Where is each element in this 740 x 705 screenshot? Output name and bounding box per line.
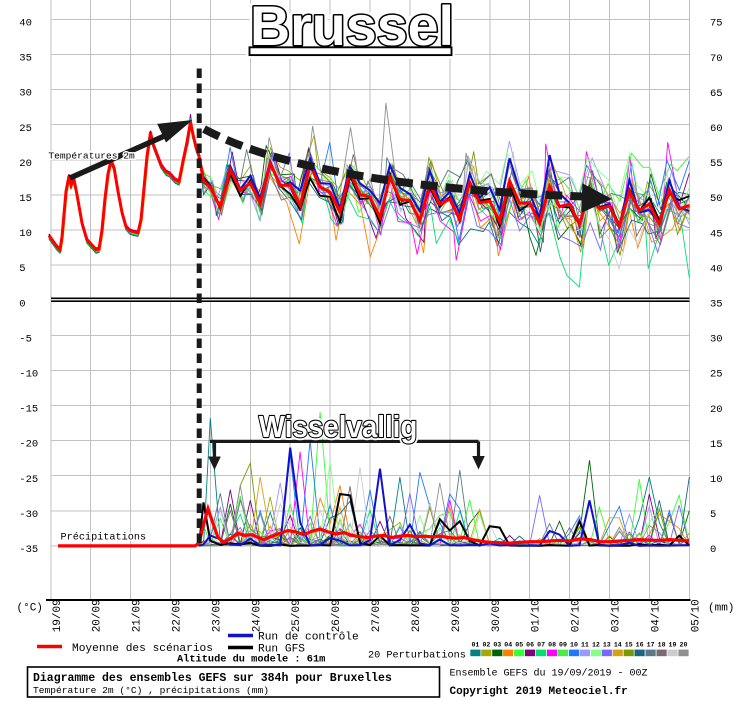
svg-text:07: 07 [537, 642, 545, 649]
svg-text:25: 25 [710, 369, 723, 381]
svg-text:Températures 2m: Températures 2m [48, 151, 135, 162]
svg-text:-10: -10 [19, 369, 38, 381]
svg-text:04: 04 [504, 642, 512, 649]
svg-text:(mm): (mm) [708, 603, 734, 615]
svg-text:Ensemble GEFS du 19/09/2019 -: Ensemble GEFS du 19/09/2019 - 00Z [450, 668, 648, 680]
svg-text:08: 08 [548, 642, 556, 649]
svg-text:19: 19 [669, 642, 677, 649]
svg-text:09: 09 [559, 642, 567, 649]
svg-text:Moyenne des scénarios: Moyenne des scénarios [72, 643, 213, 655]
svg-text:-15: -15 [19, 404, 38, 416]
svg-text:01: 01 [471, 642, 479, 649]
svg-text:Wisselvallig: Wisselvallig [259, 409, 418, 444]
svg-text:60: 60 [710, 123, 723, 135]
svg-text:40: 40 [710, 263, 723, 275]
svg-text:10: 10 [19, 228, 32, 240]
svg-text:-20: -20 [19, 439, 38, 451]
svg-text:15: 15 [710, 439, 723, 451]
svg-text:06: 06 [526, 642, 534, 649]
svg-text:10: 10 [570, 642, 578, 649]
svg-text:23/09: 23/09 [211, 599, 223, 632]
svg-text:35: 35 [710, 299, 723, 311]
svg-text:Précipitations: Précipitations [61, 532, 147, 544]
svg-text:40: 40 [19, 18, 32, 30]
svg-text:21/09: 21/09 [132, 599, 144, 632]
svg-text:-5: -5 [19, 333, 32, 345]
svg-text:05/10: 05/10 [690, 599, 702, 632]
svg-text:20: 20 [19, 158, 32, 170]
svg-text:Altitude du modele : 61m: Altitude du modele : 61m [177, 654, 325, 666]
svg-text:35: 35 [19, 53, 32, 65]
svg-text:05: 05 [515, 642, 523, 649]
svg-text:(°C): (°C) [17, 603, 43, 615]
svg-text:Copyright 2019 Meteociel.fr: Copyright 2019 Meteociel.fr [450, 686, 628, 698]
svg-text:30: 30 [710, 334, 723, 346]
svg-text:-25: -25 [19, 474, 38, 486]
svg-text:55: 55 [710, 158, 723, 170]
svg-text:02/10: 02/10 [571, 599, 583, 632]
svg-text:11: 11 [581, 642, 589, 649]
svg-text:04/10: 04/10 [650, 599, 662, 632]
svg-text:-35: -35 [19, 544, 38, 556]
svg-text:29/09: 29/09 [451, 599, 463, 632]
svg-text:75: 75 [710, 18, 723, 30]
svg-text:Run GFS: Run GFS [258, 644, 305, 656]
svg-text:Run de contrôle: Run de contrôle [258, 632, 359, 644]
svg-text:20: 20 [680, 642, 688, 649]
svg-text:28/09: 28/09 [411, 599, 423, 632]
svg-text:19/09: 19/09 [52, 599, 64, 632]
svg-text:Diagramme des ensembles GEFS s: Diagramme des ensembles GEFS sur 384h po… [33, 672, 392, 685]
svg-text:02: 02 [482, 642, 490, 649]
svg-text:5: 5 [19, 263, 25, 275]
svg-text:24/09: 24/09 [251, 599, 263, 632]
svg-text:26/09: 26/09 [331, 599, 343, 632]
svg-text:10: 10 [710, 474, 723, 486]
svg-text:20/09: 20/09 [92, 599, 104, 632]
svg-text:15: 15 [19, 193, 32, 205]
svg-text:20: 20 [710, 404, 723, 416]
svg-text:70: 70 [710, 53, 723, 65]
svg-text:25/09: 25/09 [291, 599, 303, 632]
svg-text:25: 25 [19, 123, 32, 135]
svg-text:20 Perturbations: 20 Perturbations [368, 650, 466, 662]
svg-text:22/09: 22/09 [172, 599, 184, 632]
svg-text:30/09: 30/09 [491, 599, 503, 632]
svg-text:13: 13 [603, 642, 611, 649]
svg-text:Précipitations: Précipitations [61, 532, 147, 544]
svg-text:27/09: 27/09 [371, 599, 383, 632]
svg-text:Wisselvallig: Wisselvallig [259, 409, 418, 444]
svg-text:5: 5 [710, 509, 716, 521]
svg-text:0: 0 [710, 544, 716, 556]
svg-text:Température 2m (°C) , précipit: Température 2m (°C) , précipitations (mm… [33, 685, 269, 696]
svg-text:50: 50 [710, 193, 723, 205]
svg-text:0: 0 [19, 298, 25, 310]
svg-text:03/10: 03/10 [611, 599, 623, 632]
svg-text:45: 45 [710, 228, 723, 240]
svg-text:01/10: 01/10 [531, 599, 543, 632]
svg-text:12: 12 [592, 642, 600, 649]
svg-text:65: 65 [710, 88, 723, 100]
svg-text:18: 18 [658, 642, 666, 649]
svg-text:30: 30 [19, 88, 32, 100]
svg-text:17: 17 [647, 642, 655, 649]
svg-text:15: 15 [625, 642, 633, 649]
svg-text:16: 16 [636, 642, 644, 649]
svg-text:03: 03 [493, 642, 501, 649]
svg-text:14: 14 [614, 642, 622, 649]
svg-text:Températures 2m: Températures 2m [48, 151, 135, 162]
svg-text:-30: -30 [19, 509, 38, 521]
